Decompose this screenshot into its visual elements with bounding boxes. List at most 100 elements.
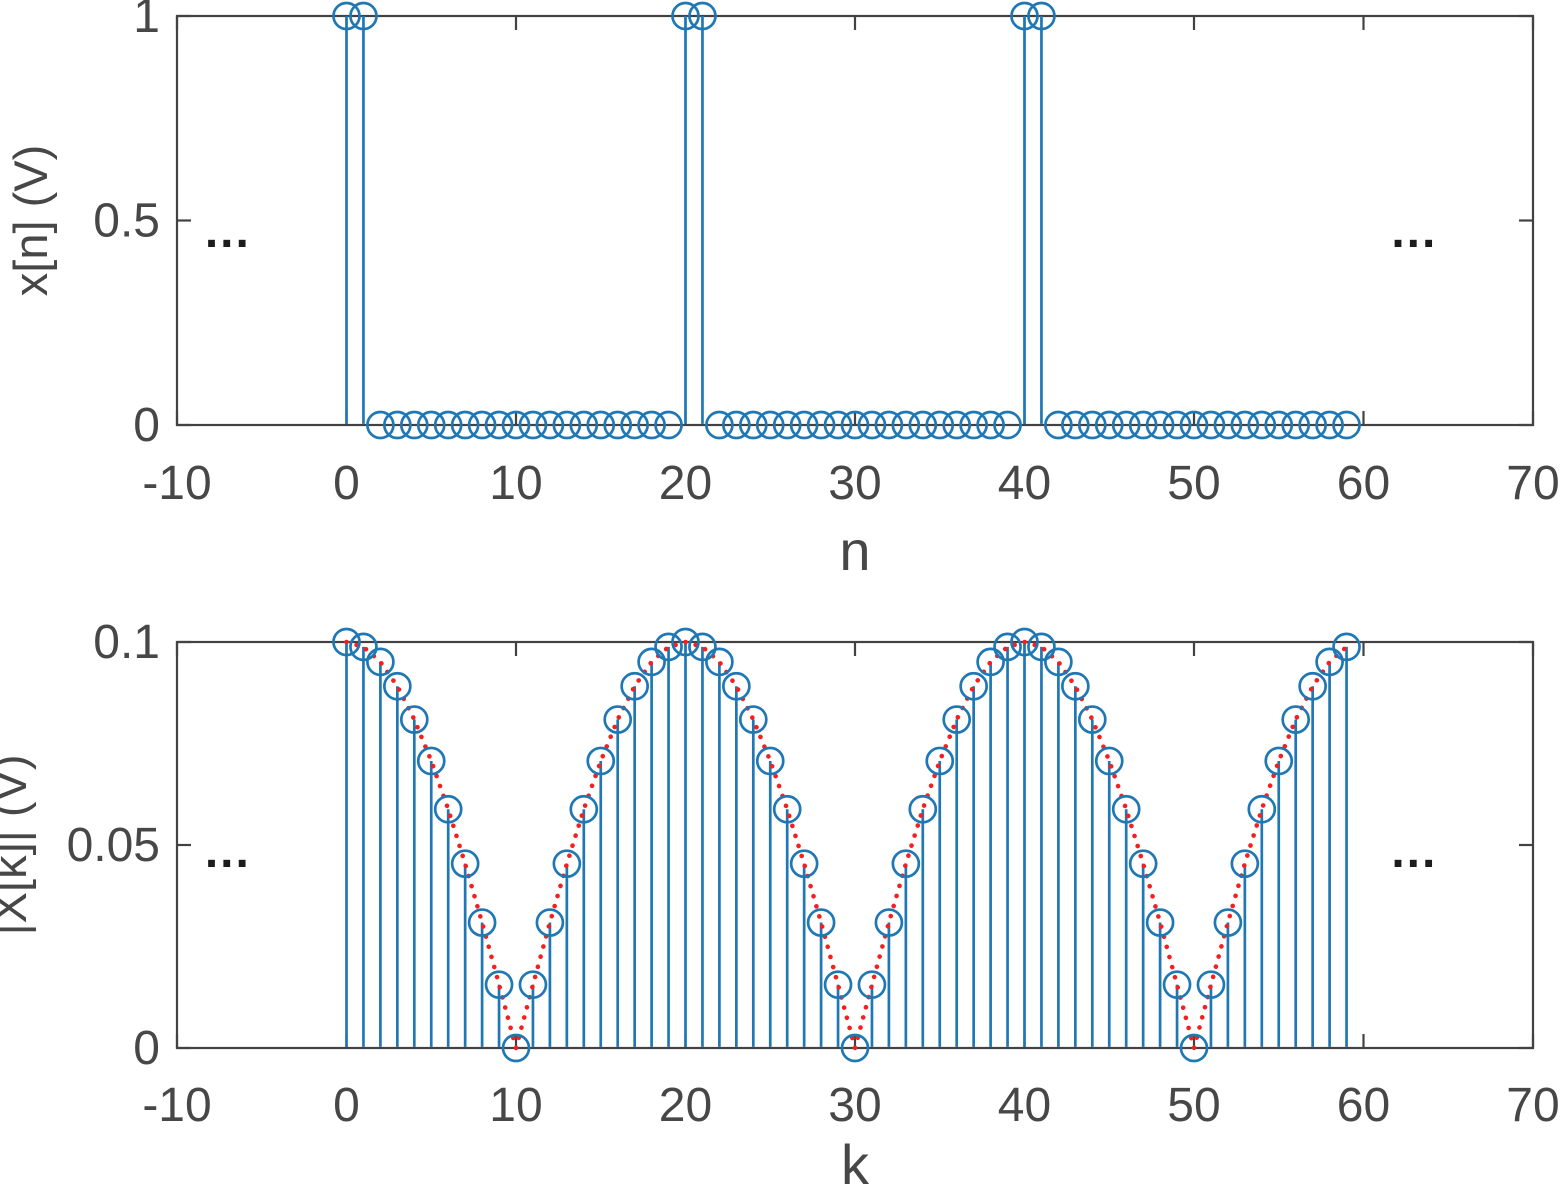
stem-marker: [1162, 970, 1192, 1000]
stem-marker: [1077, 410, 1107, 440]
stem-marker: [908, 410, 938, 440]
x-tick-label: 20: [659, 1079, 712, 1132]
stem-marker: [366, 410, 395, 440]
stem-marker: [1027, 632, 1056, 662]
stem-marker: [823, 410, 853, 440]
x-tick-label: 60: [1337, 1079, 1390, 1132]
y-tick-label: 0.1: [93, 616, 160, 669]
stem-marker: [1315, 410, 1344, 440]
stem-marker: [383, 671, 412, 701]
stem-marker: [1010, 1, 1039, 31]
stem-marker: [484, 970, 514, 1000]
stem-marker: [1298, 410, 1328, 440]
y-tick-label: 0.05: [67, 819, 160, 872]
y-tick-label: 1: [133, 0, 160, 43]
stem-marker: [789, 410, 819, 440]
stem-marker: [705, 647, 734, 677]
x-tick-label: 0: [333, 1079, 360, 1132]
stem-marker: [1247, 410, 1277, 440]
stem-marker: [416, 410, 446, 440]
stem-marker: [755, 410, 785, 440]
y-tick-label: 0: [133, 399, 160, 452]
stem-marker: [1179, 1033, 1209, 1063]
stem-marker: [552, 410, 582, 440]
stem-marker: [603, 705, 633, 734]
stem-marker: [721, 410, 751, 440]
stem-marker: [806, 410, 836, 440]
stem-marker: [1196, 410, 1226, 440]
stem-marker: [671, 627, 700, 657]
stem-marker: [620, 671, 650, 701]
stem-marker: [637, 647, 666, 677]
stem-marker: [1145, 410, 1175, 440]
stem-marker: [366, 647, 395, 677]
stem-marker: [332, 627, 361, 657]
x-tick-label: -10: [142, 457, 211, 510]
stem-marker: [1196, 970, 1226, 1000]
stem-marker: [1145, 908, 1175, 937]
stem-marker: [1315, 647, 1344, 677]
stem-marker: [535, 908, 565, 937]
stem-marker: [620, 410, 650, 440]
stem-marker: [857, 970, 887, 1000]
x-tick-label: 0: [333, 457, 360, 510]
stem-marker: [501, 1033, 531, 1063]
stem-marker: [738, 410, 768, 440]
y-tick-label: 0: [133, 1022, 160, 1075]
stem-marker: [1162, 410, 1192, 440]
stem-marker: [467, 908, 497, 937]
stem-marker: [654, 632, 683, 662]
y-axis-label: x[n] (V): [4, 145, 57, 296]
stem-marker: [925, 746, 955, 776]
ellipsis-annotation: ...: [1391, 205, 1437, 258]
stem-marker: [1332, 410, 1361, 440]
stem-marker: [552, 849, 582, 879]
stem-marker: [959, 410, 989, 440]
stem-marker: [806, 908, 836, 937]
stem-marker: [603, 410, 633, 440]
stem-marker: [874, 908, 904, 937]
stem-marker: [1179, 410, 1209, 440]
x-tick-label: 40: [998, 457, 1051, 510]
stem-marker: [332, 1, 361, 31]
stem-marker: [1077, 705, 1107, 734]
stem-marker: [1230, 410, 1260, 440]
ellipsis-annotation: ...: [1391, 825, 1437, 878]
x-tick-label: 70: [1506, 457, 1559, 510]
stem-marker: [1264, 410, 1294, 440]
y-tick-label: 0.5: [93, 195, 160, 248]
stem-marker: [1094, 746, 1124, 776]
stem-marker: [349, 1, 378, 31]
y-axis-label: |X[k]| (V): [0, 754, 36, 935]
stem-marker: [772, 794, 802, 824]
x-axis-label: n: [839, 519, 870, 582]
x-tick-label: 50: [1167, 457, 1220, 510]
x-tick-label: 10: [489, 457, 542, 510]
stem-marker: [721, 671, 751, 701]
stem-marker: [1298, 671, 1328, 701]
stem-marker: [1128, 410, 1158, 440]
stem-marker: [433, 410, 463, 440]
x-tick-label: 60: [1337, 457, 1390, 510]
x-tick-label: 10: [489, 1079, 542, 1132]
stem-marker: [705, 410, 734, 440]
stem-marker: [942, 410, 972, 440]
stem-marker: [1332, 632, 1361, 662]
stem-marker: [671, 1, 700, 31]
stem-marker: [891, 410, 921, 440]
stem-marker: [688, 632, 717, 662]
stem-marker: [1094, 410, 1124, 440]
stem-marker: [1111, 794, 1141, 824]
stem-marker: [518, 410, 548, 440]
x-tick-label: 30: [828, 457, 881, 510]
stem-marker: [942, 705, 972, 734]
stem-marker: [467, 410, 497, 440]
envelope-dotted-line: [344, 639, 1349, 1051]
stem-marker: [857, 410, 887, 440]
stem-marker: [1213, 908, 1243, 937]
stem-marker: [1044, 410, 1073, 440]
x-tick-label: 20: [659, 457, 712, 510]
stem-marker: [959, 671, 989, 701]
